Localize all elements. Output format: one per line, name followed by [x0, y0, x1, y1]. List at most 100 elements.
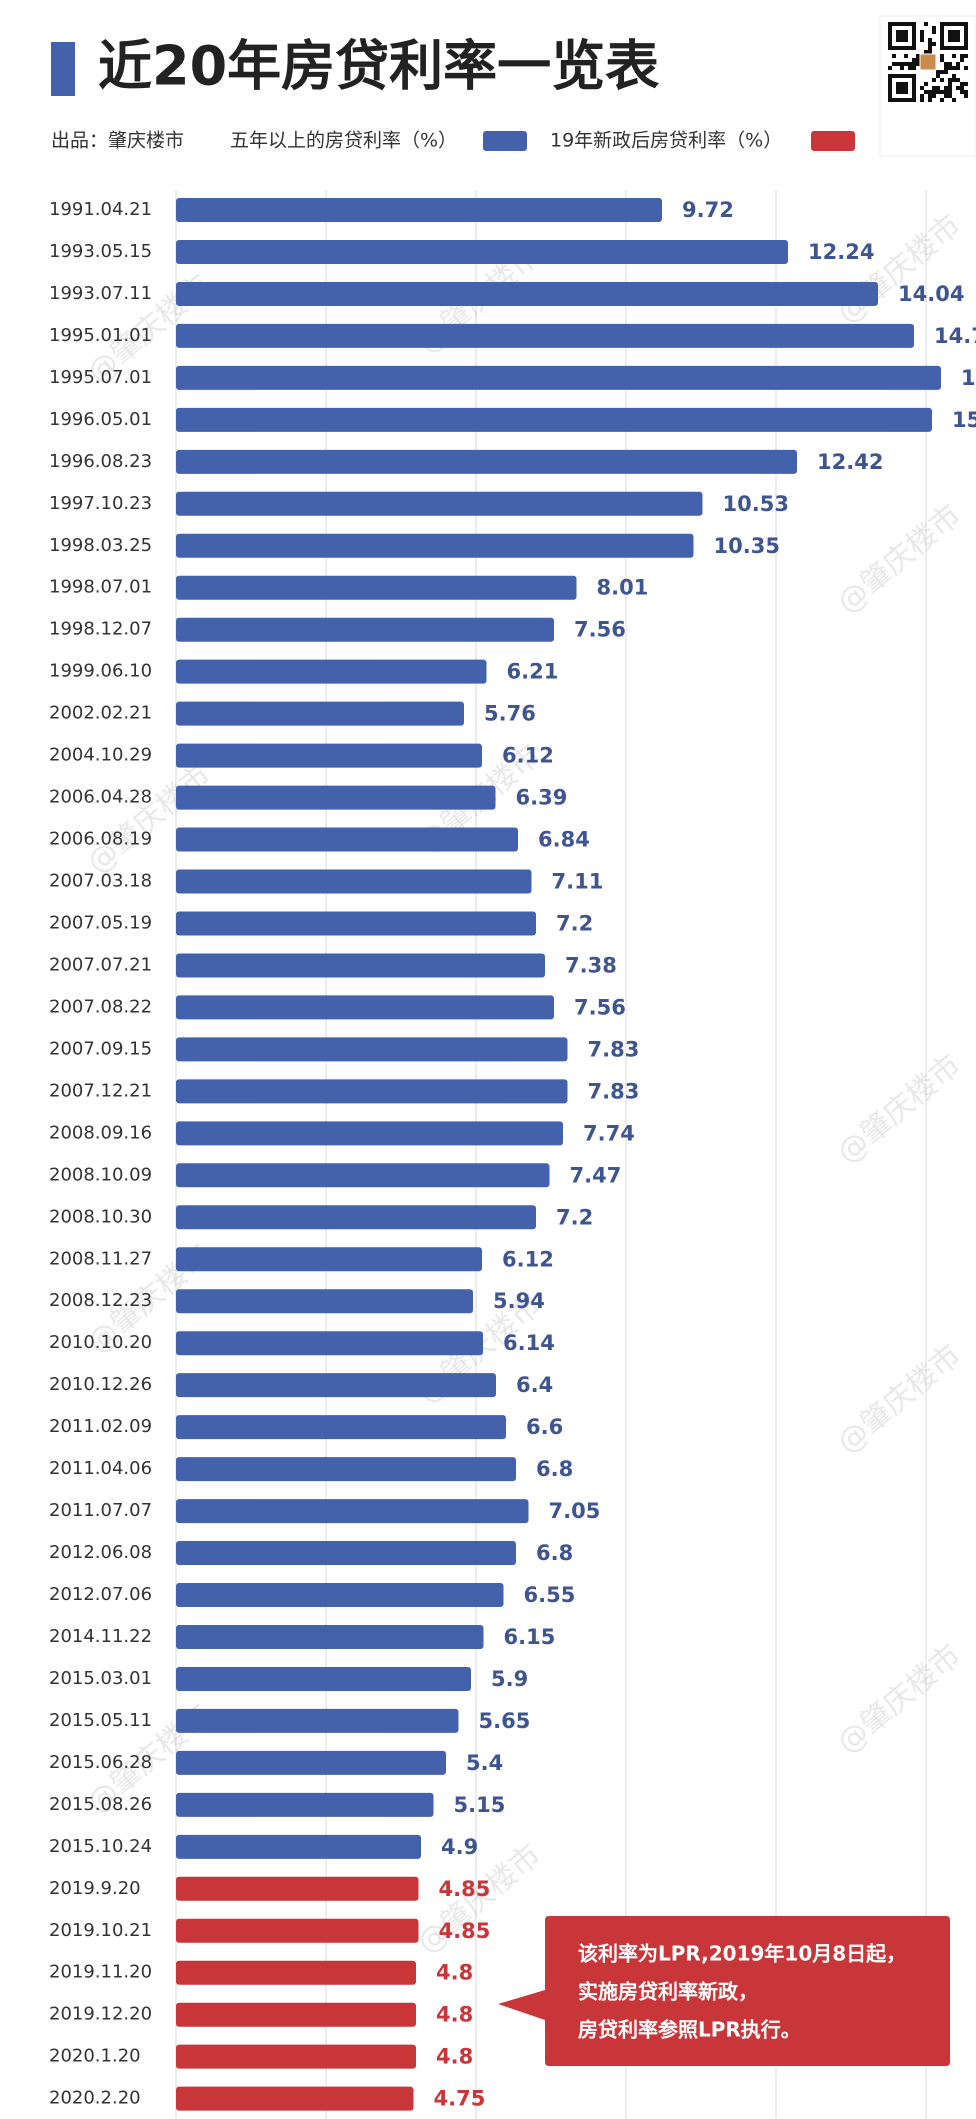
- qr-cell: [940, 78, 944, 82]
- y-tick-label: 1995.07.01: [49, 367, 152, 388]
- bar: [176, 1583, 504, 1608]
- data-label: 4.8: [436, 2045, 473, 2069]
- data-label: 6.55: [524, 1583, 576, 1607]
- qr-cell: [944, 70, 948, 74]
- y-tick-label: 2007.03.18: [49, 871, 152, 892]
- qr-cell: [932, 94, 936, 98]
- qr-code: [888, 22, 968, 102]
- data-label: 7.38: [565, 953, 617, 977]
- y-tick-label: 1993.07.11: [49, 283, 152, 304]
- qr-cell: [948, 78, 952, 82]
- qr-cell: [900, 66, 904, 70]
- qr-cell: [896, 62, 900, 66]
- y-tick-label: 2015.08.26: [49, 1794, 152, 1815]
- data-label: 4.85: [439, 1919, 491, 1943]
- data-label: 4.9: [441, 1835, 478, 1859]
- data-label: 6.15: [504, 1625, 556, 1649]
- data-label: 6.8: [536, 1457, 573, 1481]
- bar: [176, 1037, 568, 1062]
- qr-cell: [960, 86, 964, 90]
- annotation-text: 房贷利率参照LPR执行。: [578, 2018, 801, 2042]
- y-tick-label: 2019.9.20: [49, 1878, 141, 1899]
- bar: [176, 827, 518, 852]
- qr-cell: [928, 90, 932, 94]
- bar: [176, 1792, 434, 1817]
- y-tick-label: 2012.06.08: [49, 1542, 152, 1563]
- bar: [176, 1876, 419, 1901]
- y-tick-label: 2008.11.27: [49, 1248, 152, 1269]
- qr-cell: [960, 82, 964, 86]
- qr-cell: [952, 78, 956, 82]
- bar: [176, 1121, 563, 1146]
- bar: [176, 953, 545, 978]
- qr-cell: [948, 62, 952, 66]
- qr-cell: [916, 54, 920, 58]
- data-label: 7.56: [574, 995, 626, 1019]
- legend-label: 五年以上的房贷利率（%）: [230, 130, 457, 152]
- qr-cell: [912, 58, 916, 62]
- data-label: 5.4: [466, 1751, 503, 1775]
- data-label: 7.2: [556, 911, 593, 935]
- bar: [176, 1834, 421, 1859]
- qr-cell: [932, 26, 936, 30]
- qr-cell: [928, 42, 932, 46]
- bar: [176, 407, 932, 432]
- data-label: 6.39: [516, 786, 568, 810]
- data-label: 4.8: [436, 2003, 473, 2027]
- data-label: 9.72: [682, 198, 734, 222]
- qr-cell: [944, 94, 948, 98]
- y-tick-label: 2010.10.20: [49, 1332, 152, 1353]
- y-tick-label: 1996.08.23: [49, 451, 152, 472]
- qr-cell: [928, 38, 932, 42]
- data-label: 8.01: [597, 576, 649, 600]
- bar: [176, 1499, 529, 1524]
- qr-cell: [948, 86, 952, 90]
- y-tick-label: 2011.02.09: [49, 1416, 152, 1437]
- bar: [176, 1708, 459, 1733]
- chart-title: 近20年房贷利率一览表: [98, 35, 659, 98]
- y-tick-label: 2008.10.09: [49, 1164, 152, 1185]
- bars: 1991.04.21 9.72 1993.05.15 12.24 1993.07.11 1…: [49, 198, 976, 2111]
- bar: [176, 281, 878, 306]
- data-label: 6.12: [502, 744, 554, 768]
- y-tick-label: 2019.10.21: [49, 1920, 152, 1941]
- data-label: 15.3: [961, 366, 976, 390]
- qr-cell: [944, 66, 948, 70]
- qr-cell: [940, 54, 944, 58]
- qr-cell: [928, 50, 932, 54]
- bar: [176, 365, 941, 390]
- qr-cell: [936, 70, 940, 74]
- y-tick-label: 2011.07.07: [49, 1500, 152, 1521]
- qr-cell: [964, 94, 968, 98]
- qr-cell: [892, 54, 896, 58]
- qr-cell: [928, 46, 932, 50]
- qr-cell: [948, 90, 952, 94]
- qr-cell: [904, 62, 908, 66]
- qr-cell: [936, 90, 940, 94]
- qr-cell: [932, 42, 936, 46]
- y-tick-label: 1998.07.01: [49, 577, 152, 598]
- data-label: 6.84: [538, 828, 590, 852]
- data-label: 4.75: [434, 2087, 486, 2111]
- qr-cell: [924, 22, 928, 26]
- qr-cell: [948, 82, 952, 86]
- bar: [176, 239, 788, 264]
- data-label: 7.56: [574, 618, 626, 642]
- data-label: 10.35: [714, 534, 780, 558]
- y-tick-label: 2007.12.21: [49, 1080, 152, 1101]
- bar: [176, 1373, 496, 1398]
- y-tick-label: 2015.10.24: [49, 1836, 152, 1857]
- data-label: 6.12: [502, 1247, 554, 1271]
- qr-cell: [888, 66, 892, 70]
- qr-cell: [948, 66, 952, 70]
- y-tick-label: 2011.04.06: [49, 1458, 152, 1479]
- data-label: 6.14: [503, 1331, 555, 1355]
- qr-cell: [952, 98, 956, 102]
- bar: [176, 323, 914, 348]
- qr-cell: [960, 54, 964, 58]
- qr-cell: [948, 94, 952, 98]
- qr-logo: [919, 53, 937, 71]
- data-label: 5.15: [454, 1793, 506, 1817]
- qr-finder: [948, 30, 960, 42]
- qr-cell: [924, 82, 928, 86]
